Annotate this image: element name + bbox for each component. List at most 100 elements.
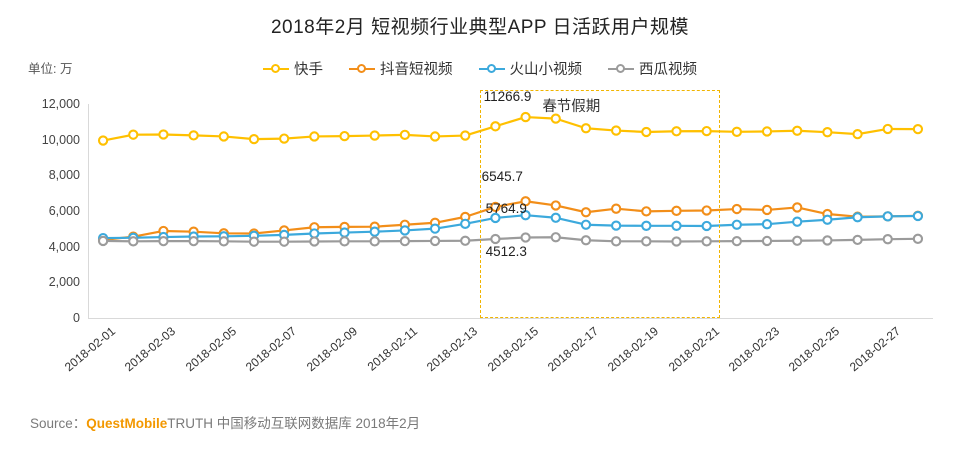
data-point-marker[interactable] xyxy=(580,219,592,230)
data-point-marker[interactable] xyxy=(641,206,652,217)
data-point-marker[interactable] xyxy=(761,219,773,230)
data-point-marker[interactable] xyxy=(701,236,712,247)
data-point-marker[interactable] xyxy=(550,200,561,211)
data-point-marker[interactable] xyxy=(610,236,622,247)
data-point-marker[interactable] xyxy=(309,236,320,247)
data-point-marker[interactable] xyxy=(520,232,531,243)
data-point-marker[interactable] xyxy=(309,228,320,239)
data-point-marker[interactable] xyxy=(852,128,863,140)
data-point-marker[interactable] xyxy=(128,236,139,247)
data-point-marker[interactable] xyxy=(701,205,712,216)
unit-label: 单位: 万 xyxy=(28,62,73,76)
data-point-marker[interactable] xyxy=(460,235,471,246)
data-point-marker[interactable] xyxy=(792,202,803,213)
data-point-marker[interactable] xyxy=(822,214,833,225)
data-point-marker[interactable] xyxy=(912,233,924,244)
data-point-marker[interactable] xyxy=(761,235,773,247)
data-point-marker[interactable] xyxy=(248,133,260,145)
legend-item-1[interactable]: 抖音短视频 xyxy=(349,58,453,79)
data-point-marker[interactable] xyxy=(460,218,471,229)
data-point-marker[interactable] xyxy=(399,235,411,247)
data-point-marker[interactable] xyxy=(188,130,199,141)
data-point-marker[interactable] xyxy=(731,235,742,247)
data-point-marker[interactable] xyxy=(520,196,531,207)
data-point-marker[interactable] xyxy=(610,203,622,214)
data-point-marker[interactable] xyxy=(852,234,863,246)
data-point-marker[interactable] xyxy=(882,234,893,245)
data-point-marker[interactable] xyxy=(128,129,139,140)
data-point-marker[interactable] xyxy=(912,210,924,222)
data-point-marker[interactable] xyxy=(369,130,380,141)
data-point-marker[interactable] xyxy=(610,220,622,231)
data-point-marker[interactable] xyxy=(97,135,109,146)
data-point-marker[interactable] xyxy=(490,212,501,224)
data-point-marker[interactable] xyxy=(218,131,229,142)
spring-festival-label: 春节假期 xyxy=(542,99,601,115)
data-point-marker[interactable] xyxy=(882,211,893,222)
data-point-marker[interactable] xyxy=(580,123,592,134)
data-point-marker[interactable] xyxy=(550,113,561,124)
data-point-marker[interactable] xyxy=(761,126,773,137)
data-point-marker[interactable] xyxy=(761,204,773,216)
data-point-marker[interactable] xyxy=(279,236,290,247)
legend-item-0[interactable]: 快手 xyxy=(263,58,323,79)
legend-marker-icon xyxy=(263,63,289,75)
data-point-marker[interactable] xyxy=(490,121,501,132)
data-point-marker[interactable] xyxy=(218,236,229,247)
data-label-huoshan: 5764.9 xyxy=(485,201,527,217)
data-point-marker[interactable] xyxy=(429,235,441,247)
legend-item-3[interactable]: 西瓜视频 xyxy=(608,58,697,79)
data-point-marker[interactable] xyxy=(641,220,652,231)
data-point-marker[interactable] xyxy=(429,131,441,142)
data-point-marker[interactable] xyxy=(580,207,592,218)
data-point-marker[interactable] xyxy=(792,216,803,227)
data-point-marker[interactable] xyxy=(490,201,501,213)
data-point-marker[interactable] xyxy=(671,126,682,137)
data-point-marker[interactable] xyxy=(610,125,622,136)
data-point-marker[interactable] xyxy=(792,125,803,136)
data-point-marker[interactable] xyxy=(671,220,682,231)
data-point-marker[interactable] xyxy=(641,126,652,138)
data-point-marker[interactable] xyxy=(731,126,742,137)
data-point-marker[interactable] xyxy=(580,235,592,246)
data-point-marker[interactable] xyxy=(731,203,742,215)
data-point-marker[interactable] xyxy=(641,236,652,247)
data-point-marker[interactable] xyxy=(792,235,803,246)
data-point-marker[interactable] xyxy=(912,123,924,135)
data-point-marker[interactable] xyxy=(279,133,290,144)
data-point-marker[interactable] xyxy=(822,235,833,246)
data-point-marker[interactable] xyxy=(158,235,169,247)
data-point-marker[interactable] xyxy=(339,130,350,142)
data-point-marker[interactable] xyxy=(460,130,471,141)
data-point-marker[interactable] xyxy=(701,125,712,137)
data-point-marker[interactable] xyxy=(520,210,531,221)
data-point-marker[interactable] xyxy=(188,235,199,247)
data-point-marker[interactable] xyxy=(882,123,893,135)
data-point-marker[interactable] xyxy=(399,129,411,140)
data-point-marker[interactable] xyxy=(369,236,380,247)
data-point-marker[interactable] xyxy=(822,127,833,138)
data-point-marker[interactable] xyxy=(671,236,682,247)
data-point-marker[interactable] xyxy=(158,129,169,140)
chart-title: 2018年2月 短视频行业典型APP 日活跃用户规模 xyxy=(270,17,690,38)
y-tick-label: 6,000 xyxy=(48,204,80,218)
data-point-marker[interactable] xyxy=(339,236,350,247)
data-point-marker[interactable] xyxy=(339,227,350,238)
y-axis-tick-labels: 0 2,000 4,000 6,000 8,000 10,000 12,000 xyxy=(8,97,80,325)
data-point-marker[interactable] xyxy=(309,131,320,142)
data-point-marker[interactable] xyxy=(550,232,561,243)
data-point-marker[interactable] xyxy=(429,223,441,234)
data-point-marker[interactable] xyxy=(701,220,712,232)
x-tick-label: 2018-02-11 xyxy=(364,324,420,374)
data-point-marker[interactable] xyxy=(399,225,411,236)
data-point-marker[interactable] xyxy=(852,212,863,223)
data-point-marker[interactable] xyxy=(520,111,531,123)
data-point-marker[interactable] xyxy=(490,233,501,245)
data-point-marker[interactable] xyxy=(97,235,109,247)
data-point-marker[interactable] xyxy=(671,205,682,216)
data-point-marker[interactable] xyxy=(369,226,380,237)
data-point-marker[interactable] xyxy=(731,219,742,230)
data-point-marker[interactable] xyxy=(248,236,260,247)
data-point-marker[interactable] xyxy=(550,212,561,223)
legend-item-2[interactable]: 火山小视频 xyxy=(478,58,582,79)
